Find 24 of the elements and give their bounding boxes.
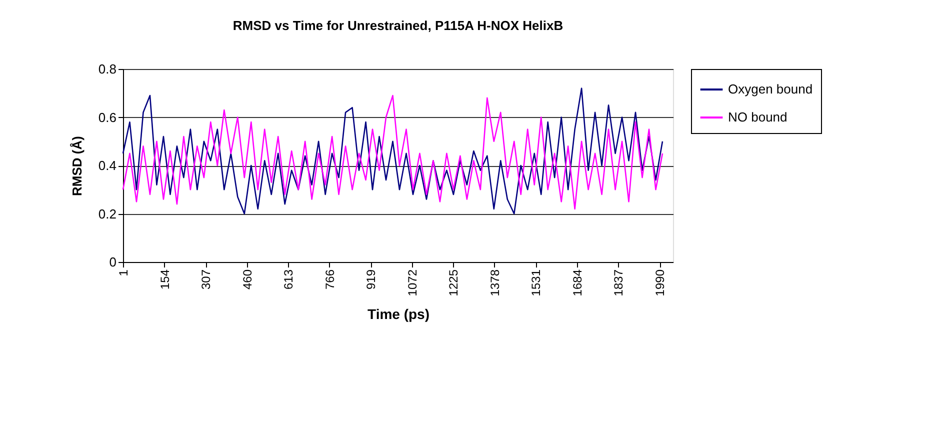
x-tick-label: 1378 bbox=[488, 269, 502, 296]
x-tick-label: 1531 bbox=[529, 269, 544, 296]
x-tick-label: 1990 bbox=[653, 269, 668, 296]
y-tick-label: 0.4 bbox=[98, 158, 116, 173]
x-tick-label: 1 bbox=[116, 269, 130, 276]
y-axis-title: RMSD (Å) bbox=[69, 136, 84, 196]
x-tick-label: 919 bbox=[364, 269, 378, 290]
y-tick-label: 0 bbox=[109, 254, 116, 270]
x-tick-label: 1837 bbox=[612, 269, 626, 296]
legend-label: NO bound bbox=[728, 110, 788, 124]
x-tick-label: 154 bbox=[158, 269, 172, 290]
x-tick-label: 1225 bbox=[446, 269, 461, 296]
y-tick-label: 0.2 bbox=[98, 206, 116, 222]
legend-label: Oxygen bound bbox=[728, 82, 813, 96]
x-tick-label: 1684 bbox=[570, 269, 584, 296]
chart-title: RMSD vs Time for Unrestrained, P115A H-NOX HelixB bbox=[232, 18, 564, 33]
y-tick-label: 0.8 bbox=[98, 62, 116, 76]
x-axis-title: Time (ps) bbox=[368, 306, 430, 322]
x-tick-label: 460 bbox=[240, 269, 254, 290]
x-tick-label: 307 bbox=[199, 269, 214, 290]
x-tick-label: 613 bbox=[282, 269, 296, 290]
y-tick-label: 0.6 bbox=[98, 110, 116, 125]
x-tick-label: 1072 bbox=[405, 269, 420, 296]
x-tick-label: 766 bbox=[322, 269, 337, 290]
